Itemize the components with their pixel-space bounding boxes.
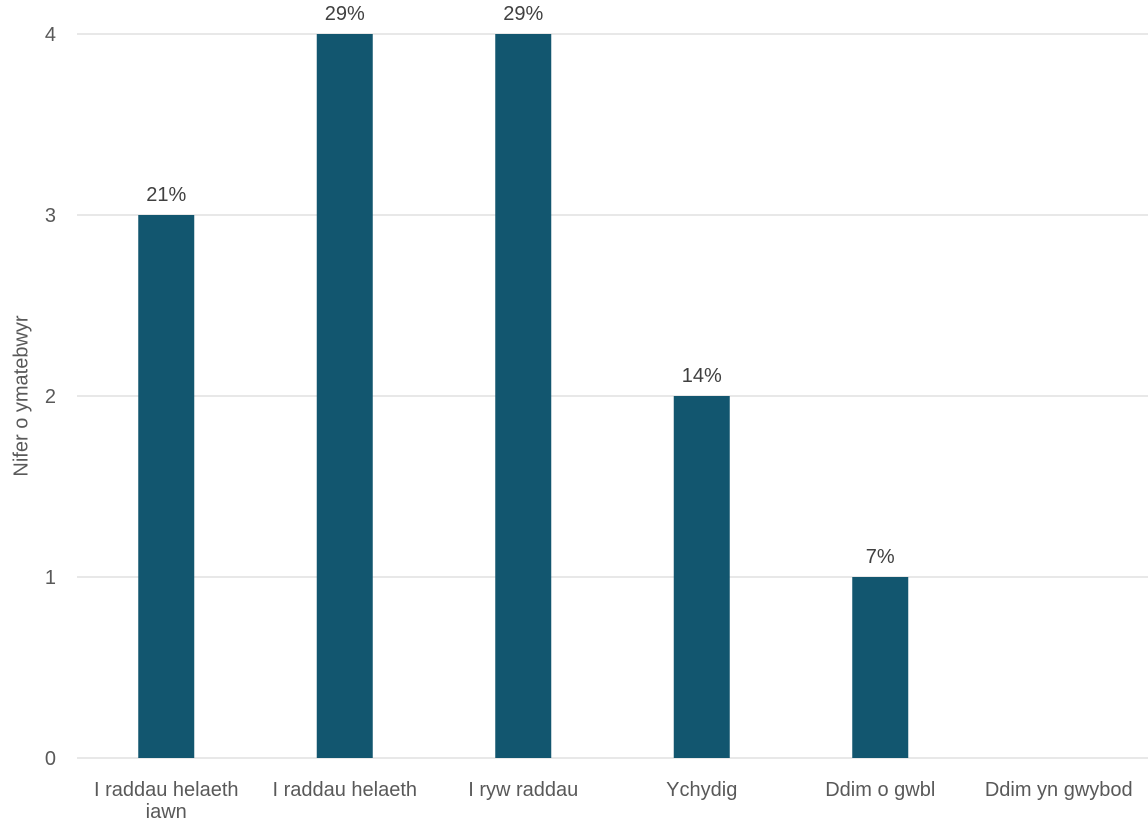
label-layer: 21% 29% 29% 14% 7%	[146, 3, 895, 568]
data-label: 21%	[146, 184, 186, 206]
bar	[673, 396, 730, 758]
bar	[495, 34, 552, 758]
grid-layer	[77, 33, 1148, 759]
bar-layer	[138, 34, 909, 758]
data-label: 29%	[503, 3, 543, 25]
data-label: 14%	[682, 365, 722, 387]
y-tick-label: 3	[45, 205, 56, 227]
y-axis-title: Nifer o ymatebwyr	[10, 315, 33, 477]
xtick-layer: I raddau helaeth iawn I raddau helaeth I ry…	[94, 779, 1133, 823]
x-tick-label: I raddau helaeth	[272, 779, 417, 801]
y-tick-label: 0	[45, 748, 56, 770]
data-label: 7%	[866, 546, 895, 568]
x-tick-label: Ddim o gwbl	[825, 779, 935, 801]
y-tick-label: 2	[45, 386, 56, 408]
ytick-layer: 0 1 2 3 4	[45, 24, 56, 770]
bar	[316, 34, 373, 758]
x-tick-label: I ryw raddau	[468, 779, 578, 801]
x-tick-label: Ddim yn gwybod	[985, 779, 1133, 801]
y-tick-label: 4	[45, 24, 56, 46]
x-tick-label: I raddau helaeth iawn	[94, 779, 239, 823]
bar	[138, 215, 195, 758]
bar	[852, 577, 909, 758]
x-tick-label: Ychydig	[666, 779, 737, 801]
data-label: 29%	[325, 3, 365, 25]
y-tick-label: 1	[45, 567, 56, 589]
